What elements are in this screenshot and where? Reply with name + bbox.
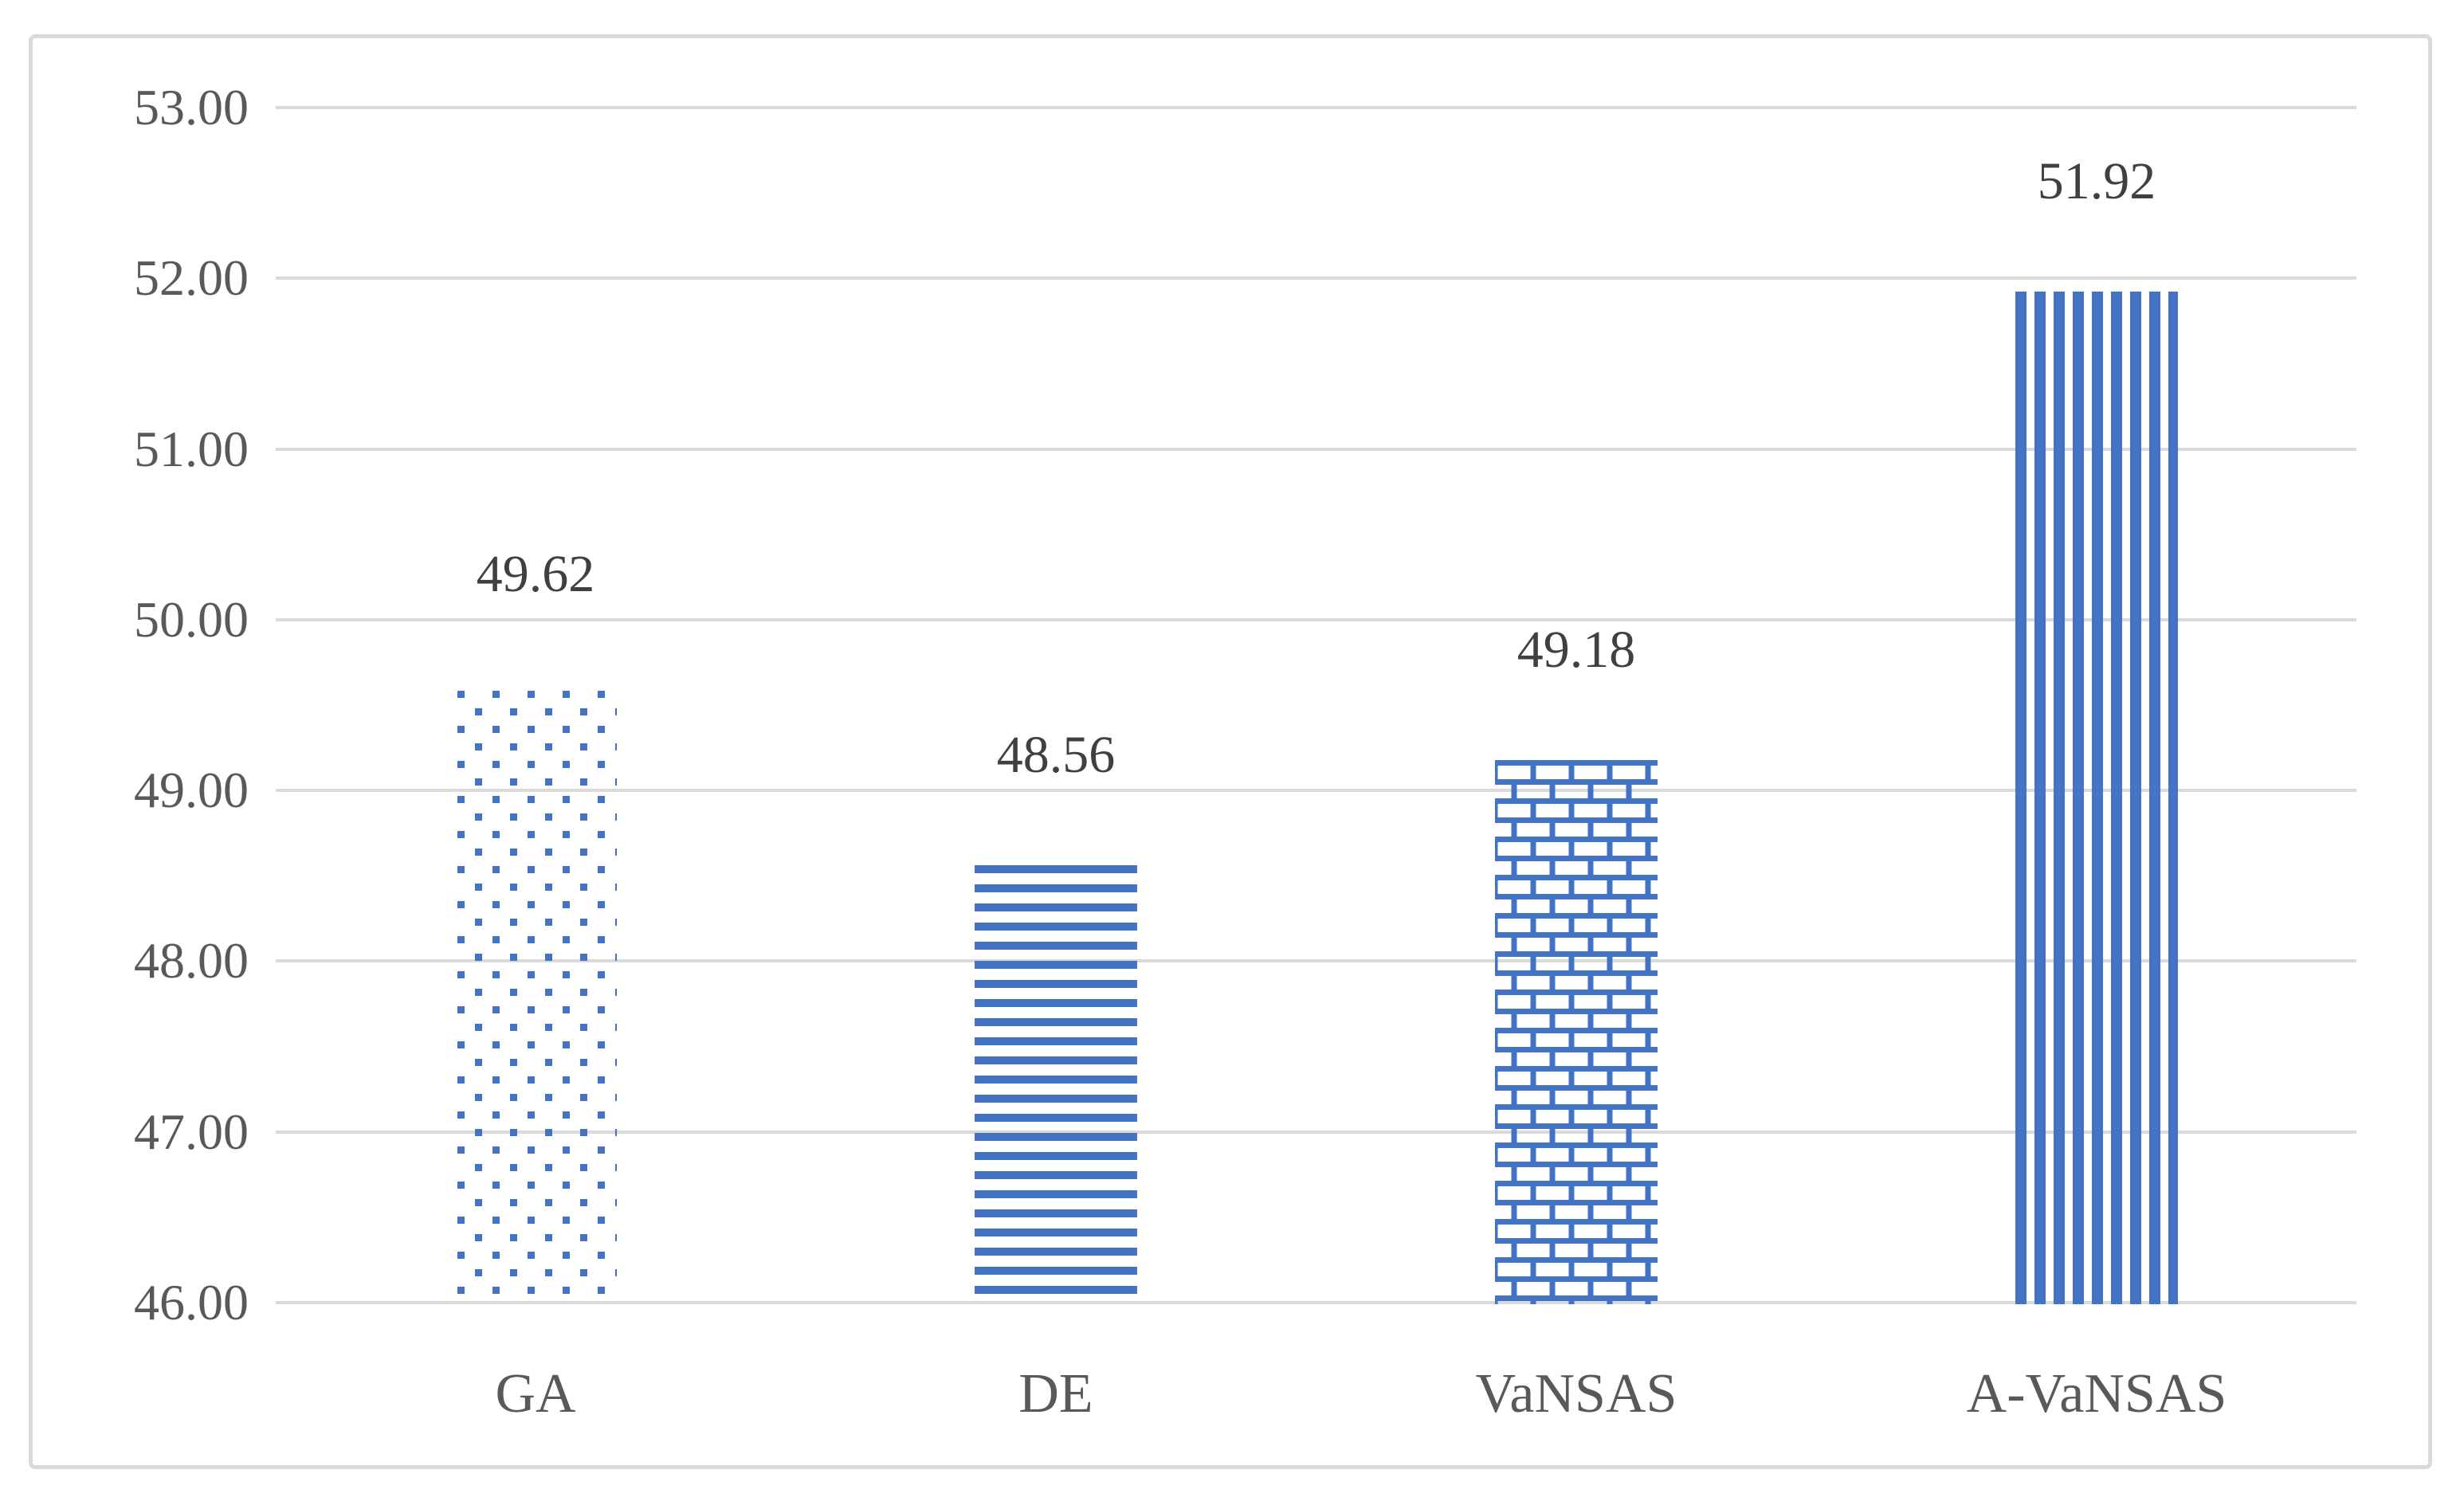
gridline: [276, 789, 2356, 792]
y-tick-label: 50.00: [134, 591, 249, 648]
y-tick-label: 53.00: [134, 79, 249, 135]
gridline: [276, 1131, 2356, 1134]
x-tick-label-a-vansas: A-VaNSAS: [1966, 1363, 2227, 1425]
y-tick-label: 48.00: [134, 932, 249, 989]
y-tick-label: 47.00: [134, 1103, 249, 1160]
x-tick-label-de: DE: [1018, 1363, 1093, 1425]
bar-value-label: 48.56: [996, 726, 1116, 784]
bar-value-label: 49.18: [1516, 621, 1636, 679]
gridline: [276, 618, 2356, 621]
gridline: [276, 959, 2356, 962]
y-tick-label: 52.00: [134, 249, 249, 306]
y-tick-label: 51.00: [134, 421, 249, 477]
bar-a-vansas: [2015, 292, 2178, 1304]
bar-de: [975, 865, 1137, 1304]
y-tick-label: 46.00: [134, 1274, 249, 1331]
gridline: [276, 106, 2356, 109]
gridline: [276, 276, 2356, 280]
x-tick-label-ga: GA: [495, 1363, 576, 1425]
bar-vansas: [1495, 760, 1658, 1304]
gridline: [276, 448, 2356, 451]
y-tick-label: 49.00: [134, 762, 249, 818]
x-tick-label-vansas: VaNSAS: [1475, 1363, 1677, 1425]
bar-ga: [454, 684, 617, 1304]
bar-value-label: 49.62: [476, 545, 595, 603]
gridline: [276, 1301, 2356, 1304]
bar-value-label: 51.92: [2037, 152, 2156, 210]
